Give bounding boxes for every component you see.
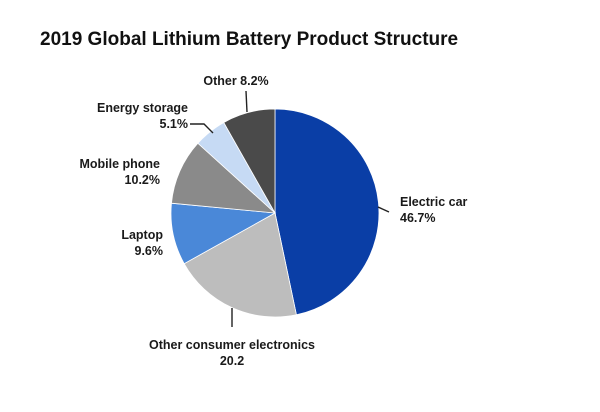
slice-label-energy-storage: Energy storage bbox=[97, 101, 188, 115]
slice-value-energy-storage: 5.1% bbox=[160, 117, 189, 131]
slice-label-name: Other bbox=[203, 74, 236, 88]
slice-label-mobile-phone: Mobile phone bbox=[79, 157, 160, 171]
slice-value-laptop: 9.6% bbox=[135, 244, 164, 258]
pie-slice-other-consumer-electronics bbox=[183, 212, 297, 318]
slice-label-electric-car: Electric car bbox=[400, 195, 468, 209]
slice-label-value: 8.2% bbox=[237, 74, 269, 88]
leader-line-electric-car bbox=[377, 206, 390, 213]
leader-line-energy-storage bbox=[190, 123, 214, 134]
slice-label-other-consumer-electronics: Other consumer electronics bbox=[149, 338, 315, 352]
slice-value-other-consumer-electronics: 20.2 bbox=[220, 354, 244, 368]
chart-title: 2019 Global Lithium Battery Product Stru… bbox=[40, 29, 458, 50]
slice-value-mobile-phone: 10.2% bbox=[125, 173, 160, 187]
leader-lines bbox=[190, 90, 390, 327]
pie-slice-electric-car bbox=[274, 108, 380, 316]
slice-label-laptop: Laptop bbox=[121, 228, 163, 242]
slice-value-electric-car: 46.7% bbox=[400, 211, 435, 225]
pie-slices bbox=[170, 108, 380, 318]
slice-label-other: Other 8.2% bbox=[203, 74, 268, 88]
pie-slice-other bbox=[223, 108, 276, 215]
leader-line-other bbox=[245, 90, 248, 113]
slice-labels: Electric car 46.7% Other consumer electron… bbox=[79, 74, 467, 368]
